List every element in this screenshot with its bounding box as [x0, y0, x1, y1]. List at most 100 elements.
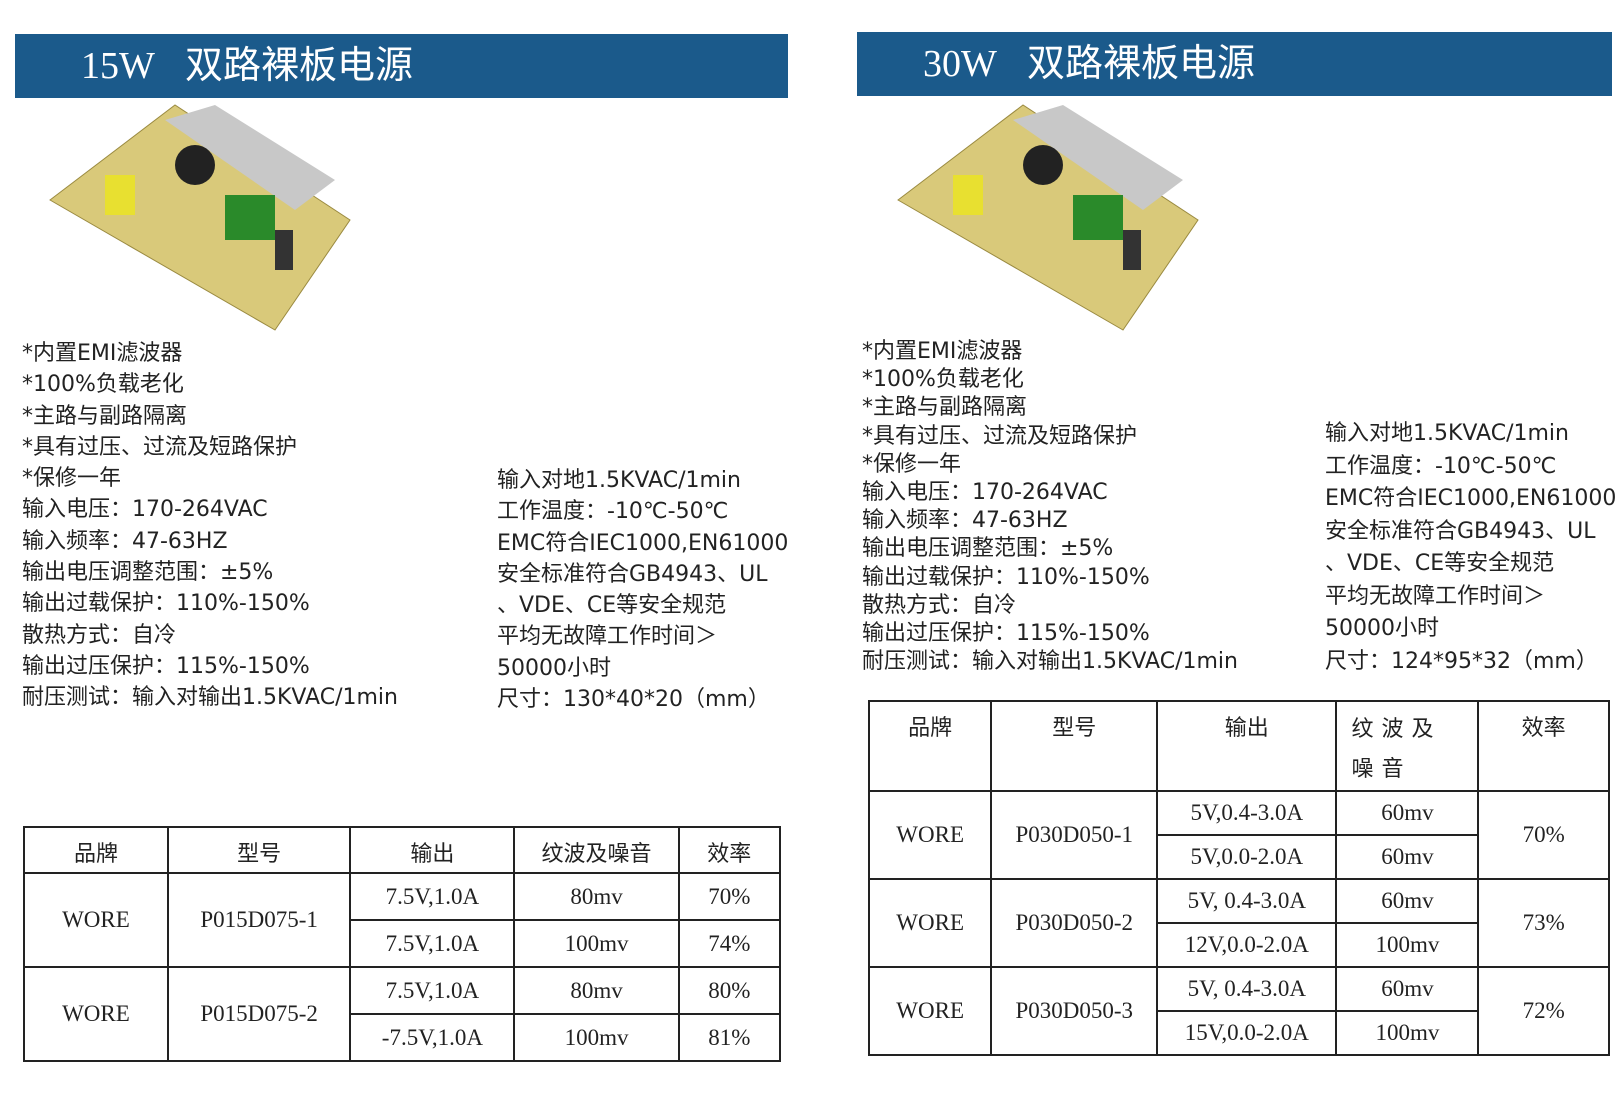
feature-line: 输出过压保护：115%-150% [22, 653, 310, 679]
header-row: 品牌 型号 输出 纹波及噪音 效率 [23, 826, 782, 874]
brand-cell: WORE [23, 966, 169, 1062]
value-cell: 80mv [513, 872, 680, 921]
column-header: 效率 [1477, 700, 1610, 792]
spec-line: 安全标准符合GB4943、UL [497, 561, 768, 587]
feature-line: *主路与副路隔离 [862, 395, 1028, 421]
spec-line: 工作温度：-10℃-50℃ [1325, 453, 1557, 479]
table-row: WORE P015D075-1 7.5V,1.0A 80mv 70% [23, 872, 782, 968]
product-photo [897, 104, 1199, 331]
spec-line: 工作温度：-10℃-50℃ [497, 499, 729, 525]
spec-line: 50000小时 [497, 655, 611, 681]
spec-line: 50000小时 [1325, 616, 1439, 641]
feature-line: *保修一年 [862, 451, 962, 477]
spec-line: 平均无故障工作时间＞ [1325, 583, 1546, 609]
value-cell: 5V, 0.4-3.0A [1156, 966, 1338, 1012]
feature-line: *具有过压、过流及短路保护 [22, 434, 298, 460]
model-cell: P030D050-1 [990, 790, 1159, 880]
spec-line: EMC符合IEC1000,EN61000 [1325, 486, 1617, 511]
value-cell: 74% [677, 919, 782, 968]
header-row: 品牌 型号 输出 纹波及噪音 效率 [867, 700, 1610, 792]
value-cell: 5V,0.0-2.0A [1156, 834, 1338, 880]
header-name: 双路裸板电源 [185, 45, 414, 87]
feature-line: *内置EMI滤波器 [22, 341, 183, 366]
column-header: 效率 [677, 826, 782, 874]
brand-cell: WORE [867, 966, 993, 1056]
table-row: WORE P030D050-1 5V,0.4-3.0A 60mv 70% [867, 790, 1610, 880]
spec-line: 尺寸：130*40*20（mm） [497, 687, 770, 713]
feature-line: *保修一年 [22, 466, 122, 492]
value-cell: 100mv [1335, 922, 1480, 968]
table-row: 12V,0.0-2.0A 100mv [869, 922, 1609, 968]
column-header: 品牌 [23, 826, 169, 874]
feature-list: *内置EMI滤波器 *100%负载老化 *主路与副路隔离 *具有过压、过流及短路保护 *… [22, 338, 398, 714]
header-name: 双路裸板电源 [1027, 43, 1256, 85]
spec-list: 输入对地1.5KVAC/1min 工作温度：-10℃-50℃ EMC符合IEC100… [497, 465, 788, 715]
feature-line: *100%负载老化 [22, 372, 184, 398]
feature-line: *100%负载老化 [862, 367, 1024, 393]
value-cell: 7.5V,1.0A [349, 872, 516, 921]
value-cell: 80mv [513, 966, 680, 1015]
value-cell: 60mv [1335, 878, 1480, 924]
column-header: 型号 [166, 826, 352, 874]
efficiency-cell: 72% [1477, 966, 1610, 1056]
value-cell: 5V, 0.4-3.0A [1156, 878, 1338, 924]
feature-line: 输出电压调整范围：±5% [22, 560, 274, 586]
value-cell: 81% [677, 1013, 782, 1062]
value-cell: 60mv [1335, 834, 1480, 880]
value-cell: 15V,0.0-2.0A [1156, 1010, 1338, 1056]
feature-line: 输入电压：170-264VAC [22, 497, 268, 523]
spec-line: 平均无故障工作时间＞ [497, 624, 718, 650]
table-row: WORE P030D050-2 5V, 0.4-3.0A 60mv 73% [867, 878, 1610, 968]
model-cell: P015D075-2 [166, 966, 352, 1062]
table-row: 15V,0.0-2.0A 100mv [869, 1010, 1609, 1056]
spec-line: 输入对地1.5KVAC/1min [1325, 421, 1569, 446]
spec-line: 、VDE、CE等安全规范 [497, 593, 727, 619]
value-cell: 7.5V,1.0A [349, 919, 516, 968]
feature-line: *主路与副路隔离 [22, 403, 188, 429]
value-cell: 100mv [1335, 1010, 1480, 1056]
table-row: -7.5V,1.0A 100mv 81% [24, 1013, 782, 1062]
column-header: 输出 [1156, 700, 1338, 792]
value-cell: 100mv [513, 919, 680, 968]
efficiency-cell: 70% [1477, 790, 1610, 880]
value-cell: 7.5V,1.0A [349, 966, 516, 1015]
spec-line: 安全标准符合GB4943、UL [1325, 518, 1596, 544]
feature-line: 输入电压：170-264VAC [862, 480, 1108, 506]
column-header: 纹波及噪音 [1335, 700, 1480, 792]
brand-cell: WORE [23, 872, 169, 968]
feature-line: 输出过载保护：110%-150% [862, 564, 1150, 590]
spec-line: 、VDE、CE等安全规范 [1325, 551, 1555, 576]
header-power: 30W [923, 43, 997, 85]
value-cell: 60mv [1335, 966, 1480, 1012]
product-table: 品牌 型号 输出 纹波及噪音 效率 WORE P015D075-1 7.5V,1.0A 80mv… [23, 826, 782, 1062]
feature-line: 耐压测试：输入对输出1.5KVAC/1min [22, 685, 398, 711]
feature-line: 散热方式：自冷 [862, 592, 1017, 618]
value-cell: -7.5V,1.0A [349, 1013, 516, 1062]
model-cell: P030D050-2 [990, 878, 1159, 968]
table-row: 5V,0.0-2.0A 60mv [869, 834, 1609, 880]
brand-cell: WORE [867, 878, 993, 968]
feature-line: 耐压测试：输入对输出1.5KVAC/1min [862, 649, 1238, 675]
feature-line: 输出电压调整范围：±5% [862, 536, 1114, 562]
product-photo [49, 104, 351, 331]
spec-list: 输入对地1.5KVAC/1min 工作温度：-10℃-50℃ EMC符合IEC100… [1325, 418, 1616, 678]
panel-header: 15W 双路裸板电源 [15, 34, 788, 98]
feature-line: *具有过压、过流及短路保护 [862, 423, 1138, 449]
value-cell: 12V,0.0-2.0A [1156, 922, 1338, 968]
model-cell: P015D075-1 [166, 872, 352, 968]
value-cell: 70% [677, 872, 782, 921]
column-header: 输出 [349, 826, 516, 874]
value-cell: 80% [677, 966, 782, 1015]
table-row: 7.5V,1.0A 100mv 74% [24, 919, 782, 968]
panel-header: 30W 双路裸板电源 [857, 32, 1612, 96]
value-cell: 60mv [1335, 790, 1480, 836]
table-row: WORE P015D075-2 7.5V,1.0A 80mv 80% [23, 966, 782, 1062]
product-table: 品牌 型号 输出 纹波及噪音 效率 WORE P030D050-1 5V,0.4-3.0A 60… [867, 700, 1610, 1056]
column-header: 品牌 [867, 700, 993, 792]
header-power: 15W [81, 45, 155, 87]
feature-line: *内置EMI滤波器 [862, 339, 1023, 364]
efficiency-cell: 73% [1477, 878, 1610, 968]
spec-line: 尺寸：124*95*32（mm） [1325, 648, 1598, 674]
value-cell: 100mv [513, 1013, 680, 1062]
